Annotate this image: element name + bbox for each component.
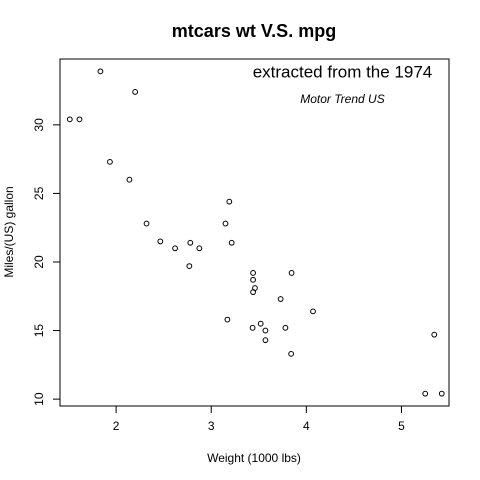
data-point — [288, 350, 295, 357]
data-point — [431, 331, 438, 338]
data-point — [196, 245, 203, 252]
annotation-source: extracted from the 1974 — [253, 62, 433, 81]
plot-frame — [59, 58, 450, 407]
x-tick-label: 5 — [398, 419, 405, 433]
data-point — [422, 390, 429, 397]
data-point — [157, 238, 164, 245]
y-axis-label: Miles/(US) gallon — [2, 186, 16, 277]
data-point — [262, 337, 269, 344]
data-point — [224, 316, 231, 323]
y-tick-label: 10 — [32, 392, 46, 406]
annotation-publication: Motor Trend US — [300, 92, 384, 106]
x-tick-label: 3 — [208, 419, 215, 433]
x-tick-label: 4 — [303, 419, 310, 433]
data-point — [277, 296, 284, 302]
data-point — [132, 89, 139, 95]
data-point — [107, 158, 113, 165]
annotations: extracted from the 1974 Motor Trend US — [253, 62, 433, 105]
data-point — [126, 176, 133, 183]
y-tick-label: 20 — [32, 255, 46, 269]
x-axis: 2 3 4 5 — [113, 405, 405, 433]
data-point — [187, 239, 194, 246]
y-tick-label: 30 — [32, 118, 46, 132]
y-axis: 10 15 20 25 30 — [32, 118, 61, 406]
data-point — [172, 245, 178, 252]
data-point — [143, 220, 150, 227]
data-point — [222, 220, 229, 227]
data-point — [228, 239, 235, 246]
data-points — [66, 68, 445, 397]
data-point — [66, 116, 73, 123]
data-point — [186, 263, 193, 270]
data-point — [250, 289, 256, 296]
data-point — [250, 276, 256, 283]
x-axis-label: Weight (1000 lbs) — [207, 451, 301, 465]
data-point — [249, 324, 256, 331]
data-point — [262, 327, 269, 334]
data-point — [250, 270, 256, 276]
data-point — [76, 116, 83, 123]
x-tick-label: 2 — [113, 419, 120, 433]
data-point — [226, 198, 233, 205]
data-point — [310, 308, 316, 315]
chart-title: mtcars wt V.S. mpg — [172, 21, 336, 41]
data-point — [288, 270, 295, 276]
data-point — [282, 324, 289, 331]
data-point — [97, 68, 104, 75]
data-point — [257, 320, 264, 327]
y-tick-label: 15 — [32, 324, 46, 338]
data-point — [438, 390, 445, 397]
y-tick-label: 25 — [32, 186, 46, 200]
